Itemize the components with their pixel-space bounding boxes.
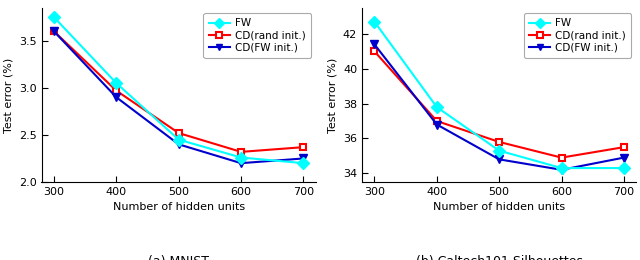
Y-axis label: Test error (%): Test error (%) [327,57,337,133]
X-axis label: Number of hidden units: Number of hidden units [433,203,565,212]
X-axis label: Number of hidden units: Number of hidden units [113,203,244,212]
Legend: FW, CD(rand init.), CD(FW init.): FW, CD(rand init.), CD(FW init.) [204,13,310,58]
Text: (a) MNIST: (a) MNIST [148,255,209,260]
Text: (b) Caltech101 Silhouettes: (b) Caltech101 Silhouettes [415,255,582,260]
Y-axis label: Test error (%): Test error (%) [3,57,13,133]
Legend: FW, CD(rand init.), CD(FW init.): FW, CD(rand init.), CD(FW init.) [524,13,631,58]
